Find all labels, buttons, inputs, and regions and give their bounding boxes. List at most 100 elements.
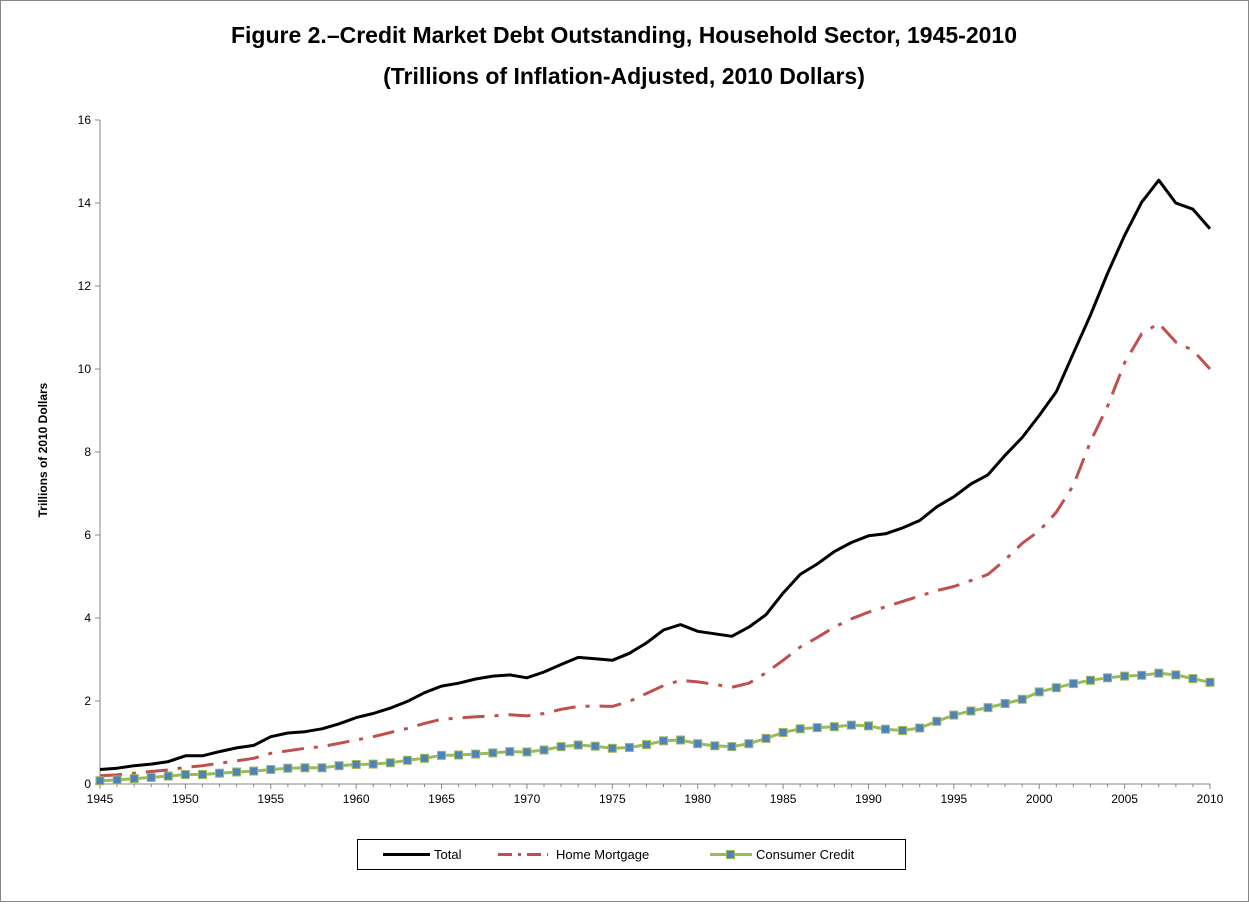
data-point-consumer-credit xyxy=(624,743,634,752)
x-tick-label: 1995 xyxy=(940,792,967,806)
x-tick-label: 1945 xyxy=(87,792,114,806)
data-point-consumer-credit xyxy=(488,748,498,758)
data-point-consumer-credit xyxy=(1120,671,1130,681)
data-point-consumer-credit xyxy=(112,775,122,785)
data-point-consumer-credit xyxy=(1000,699,1010,708)
data-point-consumer-credit xyxy=(420,753,429,763)
data-point-consumer-credit xyxy=(932,716,942,726)
data-point-consumer-credit xyxy=(1017,694,1027,704)
legend-label-home-mortgage: Home Mortgage xyxy=(556,847,649,862)
y-tick-label: 0 xyxy=(84,777,91,791)
data-point-consumer-credit xyxy=(198,770,207,779)
data-point-consumer-credit xyxy=(607,743,617,753)
legend-label-total: Total xyxy=(434,847,462,862)
data-point-consumer-credit xyxy=(180,770,190,779)
data-point-consumer-credit xyxy=(1068,679,1078,689)
y-tick-label: 10 xyxy=(78,362,92,376)
data-point-consumer-credit xyxy=(846,720,856,730)
x-tick-label: 1985 xyxy=(770,792,797,806)
legend-box xyxy=(357,839,906,870)
data-point-consumer-credit xyxy=(283,763,293,773)
data-point-consumer-credit xyxy=(266,765,276,774)
data-point-consumer-credit xyxy=(761,733,771,743)
y-tick-label: 2 xyxy=(84,694,91,708)
y-tick-label: 16 xyxy=(78,113,92,127)
data-point-consumer-credit xyxy=(334,761,344,771)
legend: Total Home Mortgage Consumer Credit xyxy=(357,839,906,870)
data-point-consumer-credit xyxy=(983,703,993,713)
data-point-consumer-credit xyxy=(146,772,156,782)
series-line-total xyxy=(99,178,1212,771)
y-tick-label: 12 xyxy=(78,279,92,293)
data-point-consumer-credit xyxy=(676,735,686,745)
data-point-consumer-credit xyxy=(215,768,224,778)
data-point-consumer-credit xyxy=(505,747,515,757)
data-point-consumer-credit xyxy=(471,749,481,759)
series-layer xyxy=(95,178,1215,786)
data-point-consumer-credit xyxy=(693,739,703,749)
data-point-consumer-credit xyxy=(1051,683,1061,693)
data-point-consumer-credit xyxy=(949,710,959,720)
data-point-consumer-credit xyxy=(1171,670,1181,680)
data-point-consumer-credit xyxy=(1086,675,1095,685)
legend-marker-consumer-credit xyxy=(726,850,735,859)
data-point-consumer-credit xyxy=(727,742,737,752)
data-point-consumer-credit xyxy=(1137,670,1147,680)
x-tick-label: 1955 xyxy=(257,792,284,806)
data-point-consumer-credit xyxy=(659,736,668,746)
y-tick-label: 4 xyxy=(84,611,91,625)
data-point-consumer-credit xyxy=(573,740,583,750)
data-point-consumer-credit xyxy=(1188,674,1198,684)
series-line-home-mortgage xyxy=(99,321,1212,778)
data-point-consumer-credit xyxy=(829,722,839,732)
data-point-consumer-credit xyxy=(351,760,361,769)
y-tick-label: 14 xyxy=(78,196,92,210)
data-point-consumer-credit xyxy=(642,740,651,750)
data-point-consumer-credit xyxy=(129,774,139,784)
data-point-consumer-credit xyxy=(95,776,105,786)
x-tick-label: 2010 xyxy=(1197,792,1224,806)
data-point-consumer-credit xyxy=(812,723,822,733)
x-tick-label: 2005 xyxy=(1111,792,1138,806)
data-point-consumer-credit xyxy=(590,741,600,751)
data-point-consumer-credit xyxy=(402,755,412,765)
data-point-consumer-credit xyxy=(163,771,173,781)
data-point-consumer-credit xyxy=(385,758,395,768)
data-point-consumer-credit xyxy=(1103,673,1112,683)
x-tick-label: 1975 xyxy=(599,792,626,806)
y-tick-label: 6 xyxy=(84,528,91,542)
x-tick-label: 1950 xyxy=(172,792,199,806)
chart-title-line-2: (Trillions of Inflation-Adjusted, 2010 D… xyxy=(383,63,865,89)
data-point-consumer-credit xyxy=(539,745,549,755)
data-point-consumer-credit xyxy=(317,763,327,773)
data-point-consumer-credit xyxy=(915,723,925,733)
y-tick-label: 8 xyxy=(84,445,91,459)
data-point-consumer-credit xyxy=(710,741,720,751)
y-axis-title: Trillions of 2010 Dollars xyxy=(36,382,50,517)
data-point-consumer-credit xyxy=(778,728,788,737)
data-point-consumer-credit xyxy=(1205,677,1215,687)
data-point-consumer-credit xyxy=(300,763,310,773)
x-tick-label: 2000 xyxy=(1026,792,1053,806)
axes: 0 2 4 6 8 10 12 14 16 1945 1950 1955 1960 1965 1970 197… xyxy=(78,113,1224,806)
data-point-consumer-credit xyxy=(522,747,532,757)
data-point-consumer-credit xyxy=(249,766,259,776)
data-point-consumer-credit xyxy=(1154,668,1164,678)
data-point-consumer-credit xyxy=(232,767,242,777)
data-point-consumer-credit xyxy=(556,742,566,752)
data-point-consumer-credit xyxy=(744,739,754,749)
x-tick-label: 1980 xyxy=(684,792,711,806)
data-point-consumer-credit xyxy=(1034,687,1044,697)
data-point-consumer-credit xyxy=(966,706,976,716)
x-tick-label: 1970 xyxy=(514,792,541,806)
data-point-consumer-credit xyxy=(881,724,890,734)
data-point-consumer-credit xyxy=(368,759,378,769)
data-point-consumer-credit xyxy=(864,721,873,731)
x-tick-label: 1960 xyxy=(343,792,370,806)
x-tick-label: 1990 xyxy=(855,792,882,806)
x-tick-label: 1965 xyxy=(428,792,455,806)
chart-title-line-1: Figure 2.–Credit Market Debt Outstanding… xyxy=(231,22,1017,48)
